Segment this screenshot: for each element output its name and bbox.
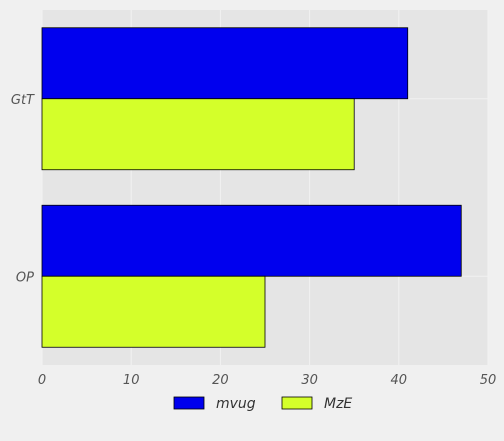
bar-mze-gtt <box>41 98 355 171</box>
x-tick-label: 40 <box>391 373 408 388</box>
legend: mvug MzE <box>173 396 352 412</box>
y-tick-label: GtT <box>11 93 35 108</box>
bar-mvug-gtt <box>41 27 409 100</box>
x-tick-label: 20 <box>212 373 229 388</box>
bar-mvug-op <box>41 204 462 277</box>
x-tick-label: 30 <box>301 373 318 388</box>
legend-label-mvug: mvug <box>216 396 256 412</box>
bars <box>41 27 462 348</box>
legend-swatch-mvug <box>173 396 205 410</box>
bar-mze-op <box>41 275 266 348</box>
y-axis-labels: GtT OP <box>11 93 35 286</box>
legend-swatch-mze <box>281 396 313 410</box>
legend-label-mze: MzE <box>324 396 352 412</box>
x-tick-label: 0 <box>38 373 46 388</box>
x-axis-labels: 0 10 20 30 40 50 <box>38 373 496 388</box>
x-tick-label: 50 <box>480 373 497 388</box>
x-tick-label: 10 <box>123 373 140 388</box>
y-tick-label: OP <box>16 270 34 285</box>
